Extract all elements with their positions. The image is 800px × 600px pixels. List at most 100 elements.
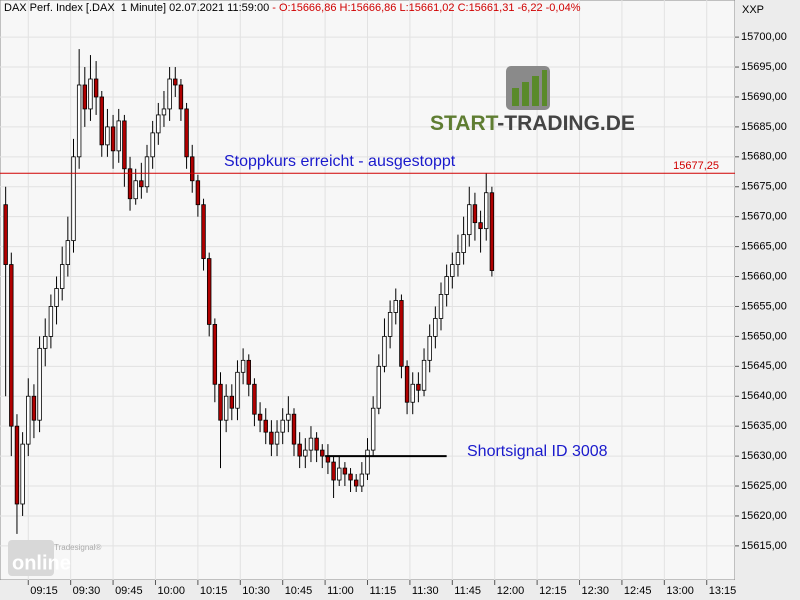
candle-body [88, 78, 93, 110]
candle-body [133, 180, 138, 200]
header: DAX Perf. Index [.DAX 1 Minute] 02.07.20… [4, 2, 580, 14]
annotation: Stoppkurs erreicht - ausgestoppt [224, 153, 456, 170]
candle-body [280, 419, 285, 433]
candle-body [489, 192, 495, 271]
x-tick-label: 13:15 [709, 585, 737, 597]
y-tick-label: 15695,00 [741, 61, 787, 73]
x-tick-label: 10:30 [242, 585, 270, 597]
candle-body [387, 312, 393, 337]
x-axis-area [0, 580, 735, 600]
symbol: XXP [742, 4, 764, 16]
candle-body [122, 120, 127, 170]
candle-body [93, 78, 99, 98]
candle-body [71, 156, 76, 242]
y-tick-label: 15690,00 [741, 91, 787, 103]
candle-body [184, 108, 189, 158]
candle-body [173, 78, 178, 86]
candle-body [263, 419, 268, 433]
x-tick-label: 12:45 [624, 585, 652, 597]
x-tick-label: 12:15 [539, 585, 567, 597]
x-tick-label: 10:00 [157, 585, 185, 597]
candle-body [348, 473, 353, 481]
candle-body [370, 407, 376, 451]
candle-body [150, 132, 155, 158]
candle-body [20, 443, 25, 505]
candle-body [404, 365, 410, 403]
x-tick-label: 12:00 [497, 585, 525, 597]
candle-body [235, 371, 240, 409]
candle-body [269, 431, 274, 445]
candle-body [444, 276, 449, 295]
watermark-box [8, 540, 54, 576]
candle-body [461, 234, 466, 253]
candle-body [82, 84, 88, 110]
candle-body [110, 126, 116, 152]
logo-icon [542, 70, 547, 106]
candle-body [144, 156, 150, 188]
x-tick-label: 11:00 [327, 585, 354, 597]
candle-body [43, 335, 48, 349]
candle-body [201, 204, 206, 259]
y-axis-area [735, 0, 800, 600]
candle-body [427, 335, 432, 361]
y-tick-label: 15670,00 [741, 211, 787, 223]
candle-body [218, 383, 223, 421]
candle-body [376, 365, 382, 409]
y-tick-label: 15665,00 [741, 241, 787, 253]
logo-icon [512, 88, 519, 106]
watermark-small: Tradesignal® [54, 543, 102, 552]
y-tick-label: 15700,00 [741, 31, 787, 43]
candle-body [3, 204, 8, 265]
y-tick-label: 15680,00 [741, 151, 787, 163]
x-tick-label: 09:30 [73, 585, 101, 597]
candle-body [478, 222, 483, 230]
logo-text: START-TRADING.DE [430, 112, 635, 135]
candle-body [59, 264, 65, 289]
candle-body [48, 306, 54, 337]
candle-body [161, 108, 167, 116]
candle-body [421, 359, 427, 391]
annotation: Shortsignal ID 3008 [467, 443, 608, 460]
candle-body [320, 449, 325, 457]
y-tick-label: 15615,00 [741, 540, 787, 552]
candle-body [286, 413, 291, 421]
x-tick-label: 13:00 [666, 585, 694, 597]
candle-body [65, 240, 71, 265]
candle-body [105, 126, 110, 146]
candle-body [54, 288, 59, 307]
candle-body [229, 395, 235, 409]
y-tick-label: 15620,00 [741, 510, 787, 522]
candle-body [195, 180, 201, 206]
candle-body [37, 347, 42, 421]
x-tick-label: 10:45 [285, 585, 313, 597]
y-tick-label: 15650,00 [741, 330, 787, 342]
x-tick-label: 09:15 [30, 585, 58, 597]
candle-body [416, 383, 421, 391]
x-tick-label: 10:15 [200, 585, 228, 597]
candle-body [291, 413, 297, 445]
candle-body [303, 449, 308, 457]
candle-body [314, 437, 319, 451]
y-tick-label: 15645,00 [741, 360, 787, 372]
candle-body [252, 383, 257, 415]
candle-body [212, 324, 218, 385]
y-tick-label: 15685,00 [741, 121, 787, 133]
candle-body [31, 395, 37, 421]
candle-body [26, 395, 31, 445]
candle-body [353, 479, 359, 487]
candle-body [438, 294, 444, 319]
candle-body [257, 413, 263, 421]
candle-body [393, 300, 398, 313]
candle-body [472, 204, 478, 224]
x-tick-label: 12:30 [582, 585, 610, 597]
candle-body [297, 443, 302, 457]
x-tick-label: 11:15 [370, 585, 397, 597]
candle-body [274, 431, 280, 445]
y-tick-label: 15660,00 [741, 270, 787, 282]
candle-body [76, 84, 82, 158]
watermark: online [12, 552, 71, 574]
candle-body [127, 168, 133, 200]
candle-body [359, 473, 365, 487]
candle-body [365, 449, 370, 475]
